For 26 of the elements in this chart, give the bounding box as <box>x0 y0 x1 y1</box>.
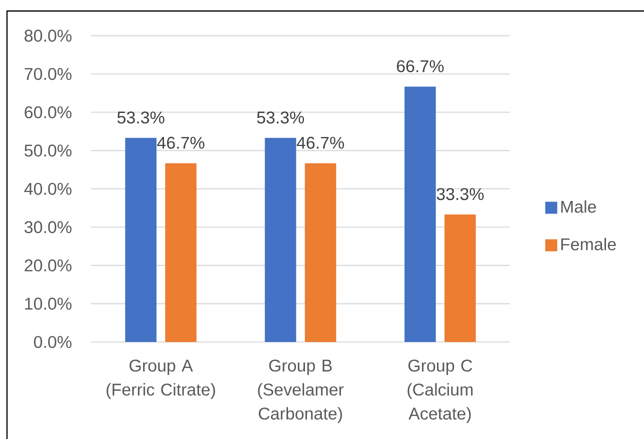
bar <box>444 214 476 342</box>
data-label: 33.3% <box>436 188 484 200</box>
x-tick-label: Group A (Ferric Citrate) <box>106 360 216 399</box>
data-label: 66.7% <box>396 60 444 72</box>
data-label: 46.7% <box>157 136 204 149</box>
y-tick-label: 70.0% <box>24 68 72 80</box>
bar <box>404 86 436 342</box>
y-tick-label: 80.0% <box>24 30 72 42</box>
y-tick-label: 50.0% <box>24 144 72 157</box>
bar <box>125 138 156 342</box>
bar <box>304 163 336 342</box>
x-tick-label: Group C (Calcium Acetate) <box>408 360 473 423</box>
y-tick-label: 30.0% <box>24 221 72 234</box>
data-label: 53.3% <box>117 111 164 124</box>
x-tick-label: Group B (Sevelamer Carbonate) <box>258 360 344 423</box>
legend-label: Male <box>561 200 596 213</box>
legend-label: Female <box>561 238 616 250</box>
y-tick-label: 40.0% <box>24 182 72 195</box>
y-tick-label: 60.0% <box>24 106 72 118</box>
y-tick-label: 0.0% <box>34 336 72 348</box>
y-tick-label: 20.0% <box>24 259 72 272</box>
bar <box>264 138 296 342</box>
data-label: 46.7% <box>296 136 344 149</box>
data-label: 53.3% <box>257 111 304 124</box>
y-tick-label: 10.0% <box>25 298 72 310</box>
bar <box>165 163 196 342</box>
